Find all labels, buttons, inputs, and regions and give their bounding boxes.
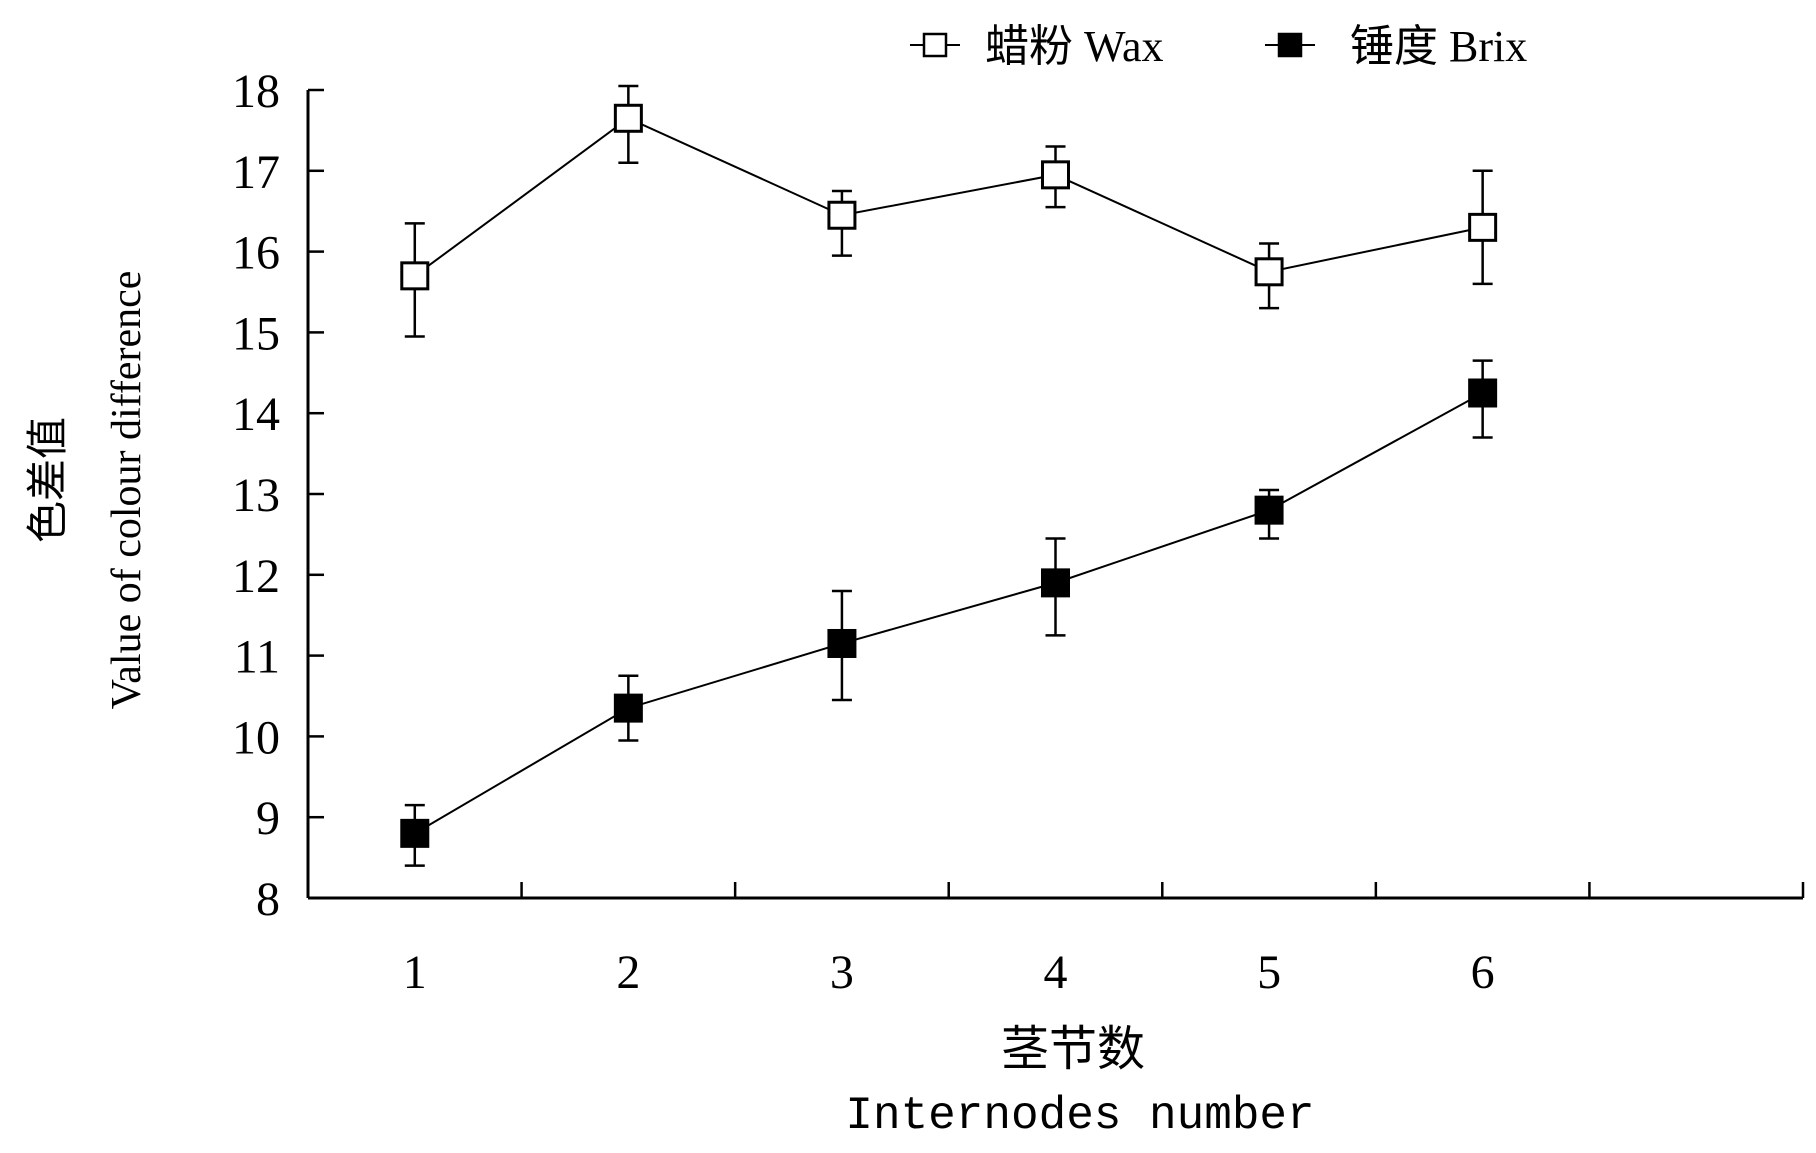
x-tick-label: 3 [830,946,854,999]
legend-item-wax: 蜡粉 Wax [910,22,1164,71]
data-point-brix [1254,495,1284,525]
x-axis-title: 茎节数 Internodes number [845,1023,1314,1142]
y-tick-label: 18 [232,65,280,118]
y-axis-title: 色差值 Value of colour difference [26,271,150,710]
x-tick-label: 5 [1257,946,1281,999]
legend-label-brix: 锤度 Brix [1350,22,1527,71]
data-point-wax [400,261,430,291]
data-point-brix [400,818,430,848]
data-point-wax [1041,160,1070,190]
y-tick-label: 17 [232,146,280,199]
y-tick-label: 11 [234,631,280,684]
y-tick-label: 10 [232,711,280,764]
data-point-brix [613,693,643,723]
x-tick-label: 4 [1044,946,1068,999]
series-brix [400,359,1498,867]
legend-item-brix: 锤度 Brix [1265,22,1527,71]
y-tick-label: 15 [232,307,280,360]
plot-area [400,84,1498,867]
y-tick-label: 8 [256,873,280,926]
data-point-wax [827,200,857,230]
series-wax [400,84,1498,338]
y-tick-label: 12 [232,550,280,603]
x-axis-title-en: Internodes number [845,1090,1314,1142]
y-tick-label: 14 [232,388,280,441]
y-axis-title-en: Value of colour difference [104,271,150,710]
series-line-wax [414,117,1483,277]
x-tick-label: 2 [616,946,640,999]
series-line-brix [414,392,1484,835]
x-tick-label: 1 [403,946,427,999]
data-point-wax [613,103,643,133]
x-tick-label: 6 [1471,946,1495,999]
x-axis-title-cn: 茎节数 [1001,1023,1145,1076]
y-tick-label: 16 [232,227,280,280]
data-point-wax [1468,212,1498,242]
data-point-wax [1254,257,1284,287]
legend-label-wax: 蜡粉 Wax [985,22,1164,71]
data-point-brix [1468,378,1498,408]
y-tick-label: 9 [256,792,280,845]
data-point-brix [827,628,857,658]
data-point-brix [1041,568,1070,598]
y-axis-title-cn: 色差值 [26,417,72,543]
legend: 蜡粉 Wax 锤度 Brix [910,22,1527,71]
y-tick-label: 13 [232,469,280,522]
